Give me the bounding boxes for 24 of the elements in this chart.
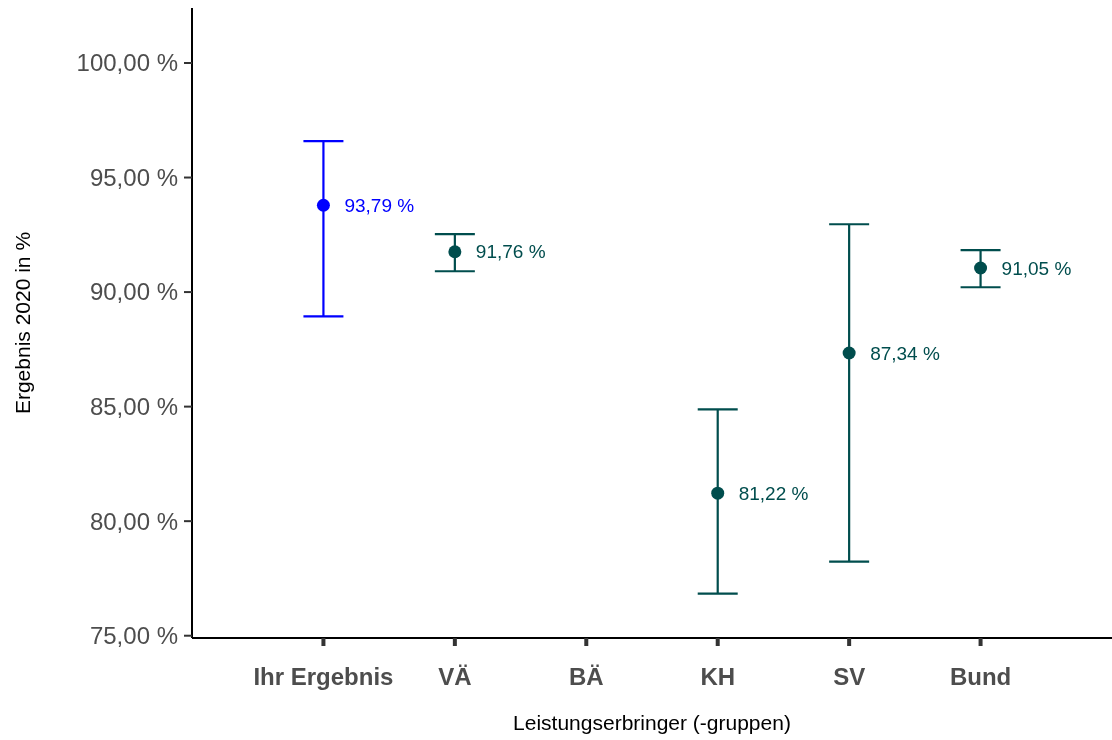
x-tick-label: VÄ <box>438 663 472 690</box>
data-label: 91,05 % <box>1001 257 1072 279</box>
x-tick-label: KH <box>700 663 736 690</box>
x-tick-label: BÄ <box>568 663 604 690</box>
x-axis-title: Leistungserbringer (-gruppen) <box>513 711 791 734</box>
data-label: 93,79 % <box>344 194 415 216</box>
data-label: 87,34 % <box>870 342 940 364</box>
point <box>711 486 725 500</box>
point <box>448 245 462 259</box>
y-tick-label: 100,00 % <box>76 49 178 77</box>
x-tick-label: Ihr Ergebnis <box>253 663 394 690</box>
y-tick-label: 75,00 % <box>89 622 178 650</box>
y-tick-label: 95,00 % <box>89 163 178 191</box>
y-tick-label: 80,00 % <box>89 507 178 535</box>
point <box>316 198 330 212</box>
x-tick-label: Bund <box>949 663 1012 690</box>
point <box>974 261 988 275</box>
data-label: 81,22 % <box>738 482 809 504</box>
y-tick-label: 85,00 % <box>89 393 178 421</box>
data-label: 91,76 % <box>475 241 546 263</box>
x-tick-label: SV <box>833 663 866 690</box>
point <box>842 346 856 360</box>
y-axis-title: Ergebnis 2020 in % <box>11 231 34 415</box>
y-tick-label: 90,00 % <box>89 278 178 306</box>
